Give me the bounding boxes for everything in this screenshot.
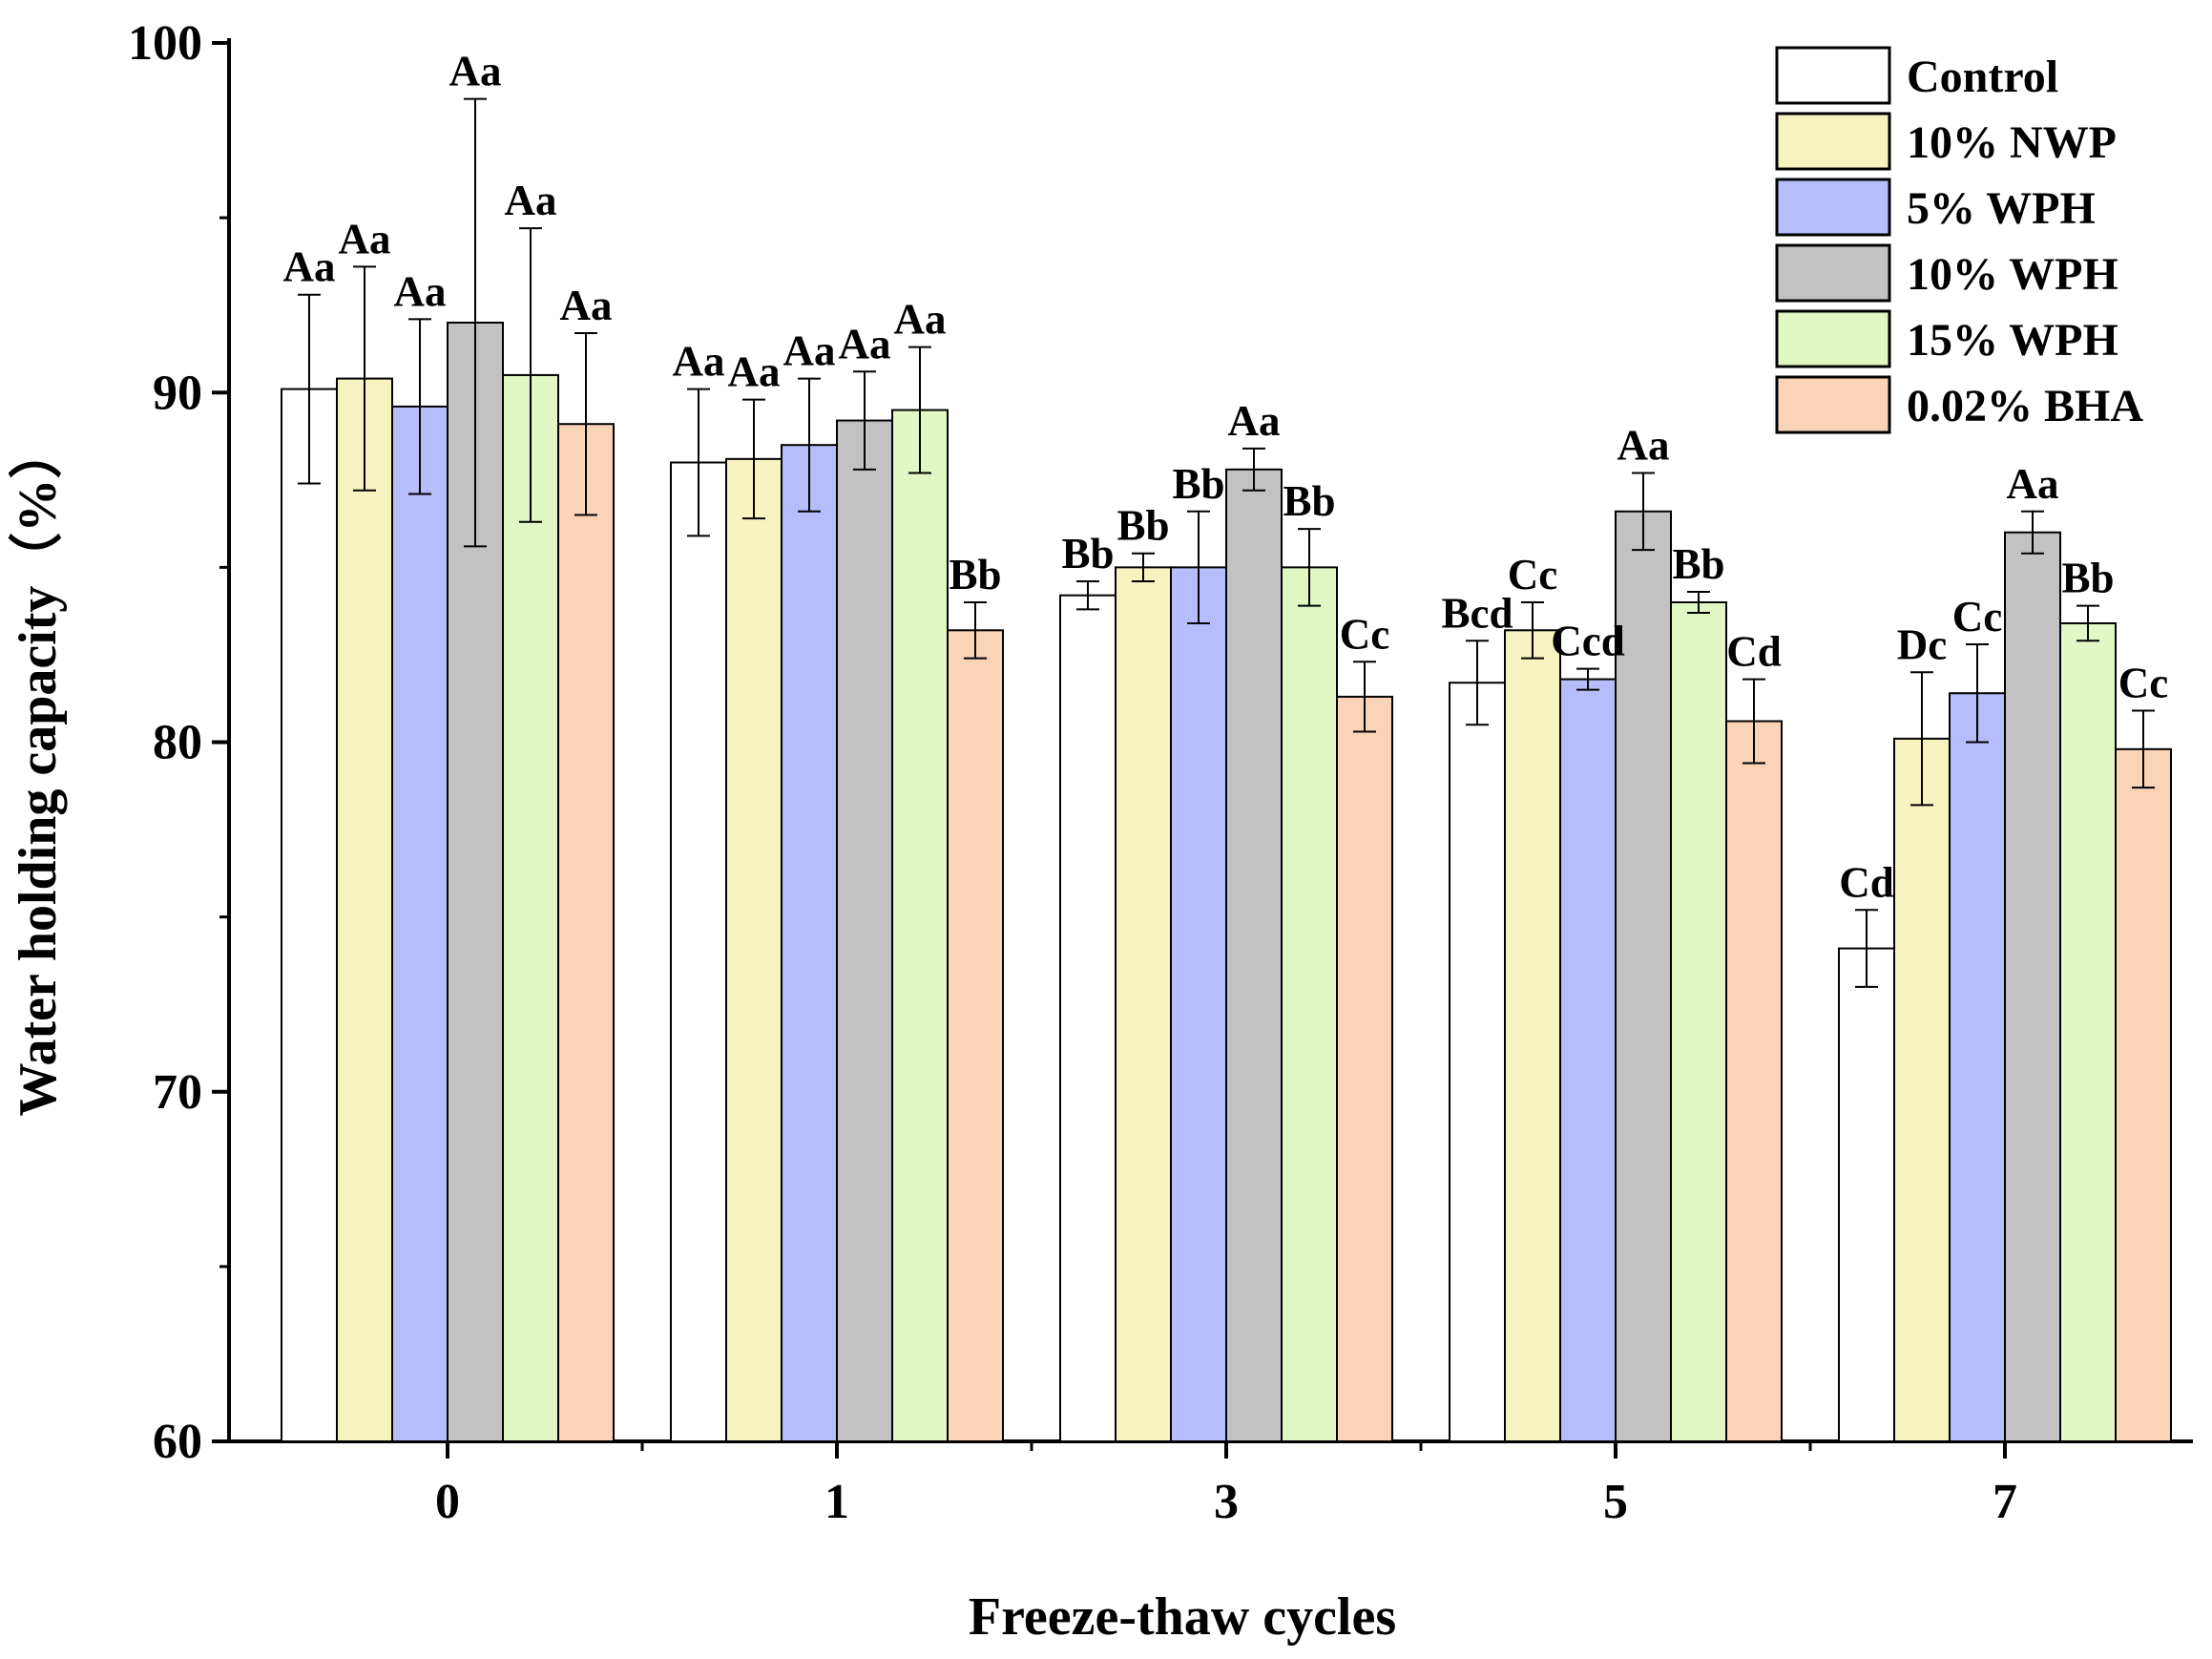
significance-label: Cd <box>1839 858 1894 906</box>
bar <box>1115 566 1172 1442</box>
significance-label: Dc <box>1897 620 1947 668</box>
bar <box>1336 695 1393 1442</box>
legend-swatch <box>1775 309 1891 368</box>
bar <box>670 461 727 1442</box>
significance-label: Aa <box>449 48 502 95</box>
significance-label: Aa <box>728 348 781 396</box>
y-tick-label: 90 <box>153 366 202 420</box>
x-axis-title: Freeze-thaw cycles <box>969 1587 1396 1647</box>
legend: Control 10% NWP 5% WPH 10% WPH 15% WPH 0.02% … <box>1775 46 2143 434</box>
y-axis-title: Water holding capacity（%） <box>8 426 68 1117</box>
bar <box>1225 468 1283 1442</box>
bars <box>281 322 2172 1443</box>
bar <box>1170 566 1227 1442</box>
bar <box>781 444 838 1442</box>
legend-swatch <box>1775 46 1891 105</box>
x-tick-label: 0 <box>435 1475 460 1529</box>
significance-label: Ccd <box>1551 618 1625 665</box>
significance-label: Bb <box>2061 555 2114 602</box>
bar <box>1670 601 1727 1442</box>
bar <box>2004 531 2061 1442</box>
bar <box>1725 720 1783 1442</box>
significance-label: Aa <box>673 338 725 386</box>
bar <box>336 377 393 1443</box>
bar <box>557 423 615 1442</box>
bar <box>725 457 783 1442</box>
significance-label: Aa <box>1228 397 1281 445</box>
bar <box>1281 566 1338 1442</box>
bar <box>947 629 1004 1442</box>
legend-label: 10% NWP <box>1907 117 2117 168</box>
significance-label: Cc <box>1952 593 2002 640</box>
significance-label: Cc <box>1508 551 1557 598</box>
bar <box>2059 621 2117 1442</box>
significance-label: Bcd <box>1441 589 1513 637</box>
bar <box>281 388 338 1442</box>
bar <box>1059 594 1116 1442</box>
x-tick-label: 3 <box>1214 1475 1239 1529</box>
bar <box>1449 682 1506 1442</box>
significance-label: Aa <box>505 177 557 224</box>
bar <box>1504 629 1561 1442</box>
significance-label: Aa <box>894 296 947 344</box>
legend-swatch <box>1775 375 1891 434</box>
significance-label: Bb <box>1672 540 1724 588</box>
legend-label: 0.02% BHA <box>1907 381 2143 431</box>
legend-label: Control <box>1907 52 2058 102</box>
legend-label: 15% WPH <box>1907 315 2118 366</box>
significance-label: Bb <box>1283 477 1335 525</box>
significance-labels: AaAaBbBcdCdAaAaBbCcDcAaAaBbCcdCcAaAaAaAa… <box>283 48 2169 907</box>
significance-label: Aa <box>1617 421 1670 469</box>
significance-label: Aa <box>783 327 836 375</box>
bar <box>1893 737 1951 1442</box>
legend-swatch <box>1775 112 1891 171</box>
bar <box>891 409 949 1442</box>
bar <box>1949 692 2006 1442</box>
y-tick-label: 60 <box>153 1415 202 1469</box>
significance-label: Aa <box>394 267 447 315</box>
bar <box>836 419 893 1442</box>
bar <box>1838 947 1895 1442</box>
bar <box>502 373 559 1442</box>
x-tick-label: 7 <box>1993 1475 2017 1529</box>
significance-label: Aa <box>339 215 391 262</box>
significance-label: Cd <box>1726 628 1782 676</box>
significance-label: Aa <box>2007 460 2059 508</box>
x-tick-label: 1 <box>824 1475 849 1529</box>
bar <box>391 405 449 1442</box>
legend-swatch <box>1775 243 1891 303</box>
significance-label: Aa <box>560 282 613 329</box>
significance-label: Aa <box>283 243 336 291</box>
legend-swatch <box>1775 178 1891 237</box>
y-tick-label: 100 <box>128 16 202 71</box>
significance-label: Cc <box>1340 610 1389 658</box>
significance-label: Bb <box>1116 502 1169 550</box>
error-bars <box>298 97 2155 988</box>
significance-label: Cc <box>2118 660 2168 707</box>
significance-label: Bb <box>1061 530 1114 578</box>
x-tick-label: 5 <box>1603 1475 1628 1529</box>
y-tick-label: 80 <box>153 716 202 770</box>
bar <box>2115 747 2172 1442</box>
y-tick-label: 70 <box>153 1065 202 1120</box>
significance-label: Bb <box>1172 460 1224 508</box>
legend-label: 5% WPH <box>1907 183 2096 234</box>
legend-label: 10% WPH <box>1907 249 2118 300</box>
significance-label: Aa <box>839 320 891 368</box>
significance-label: Bb <box>949 551 1001 598</box>
bar <box>1559 678 1617 1442</box>
